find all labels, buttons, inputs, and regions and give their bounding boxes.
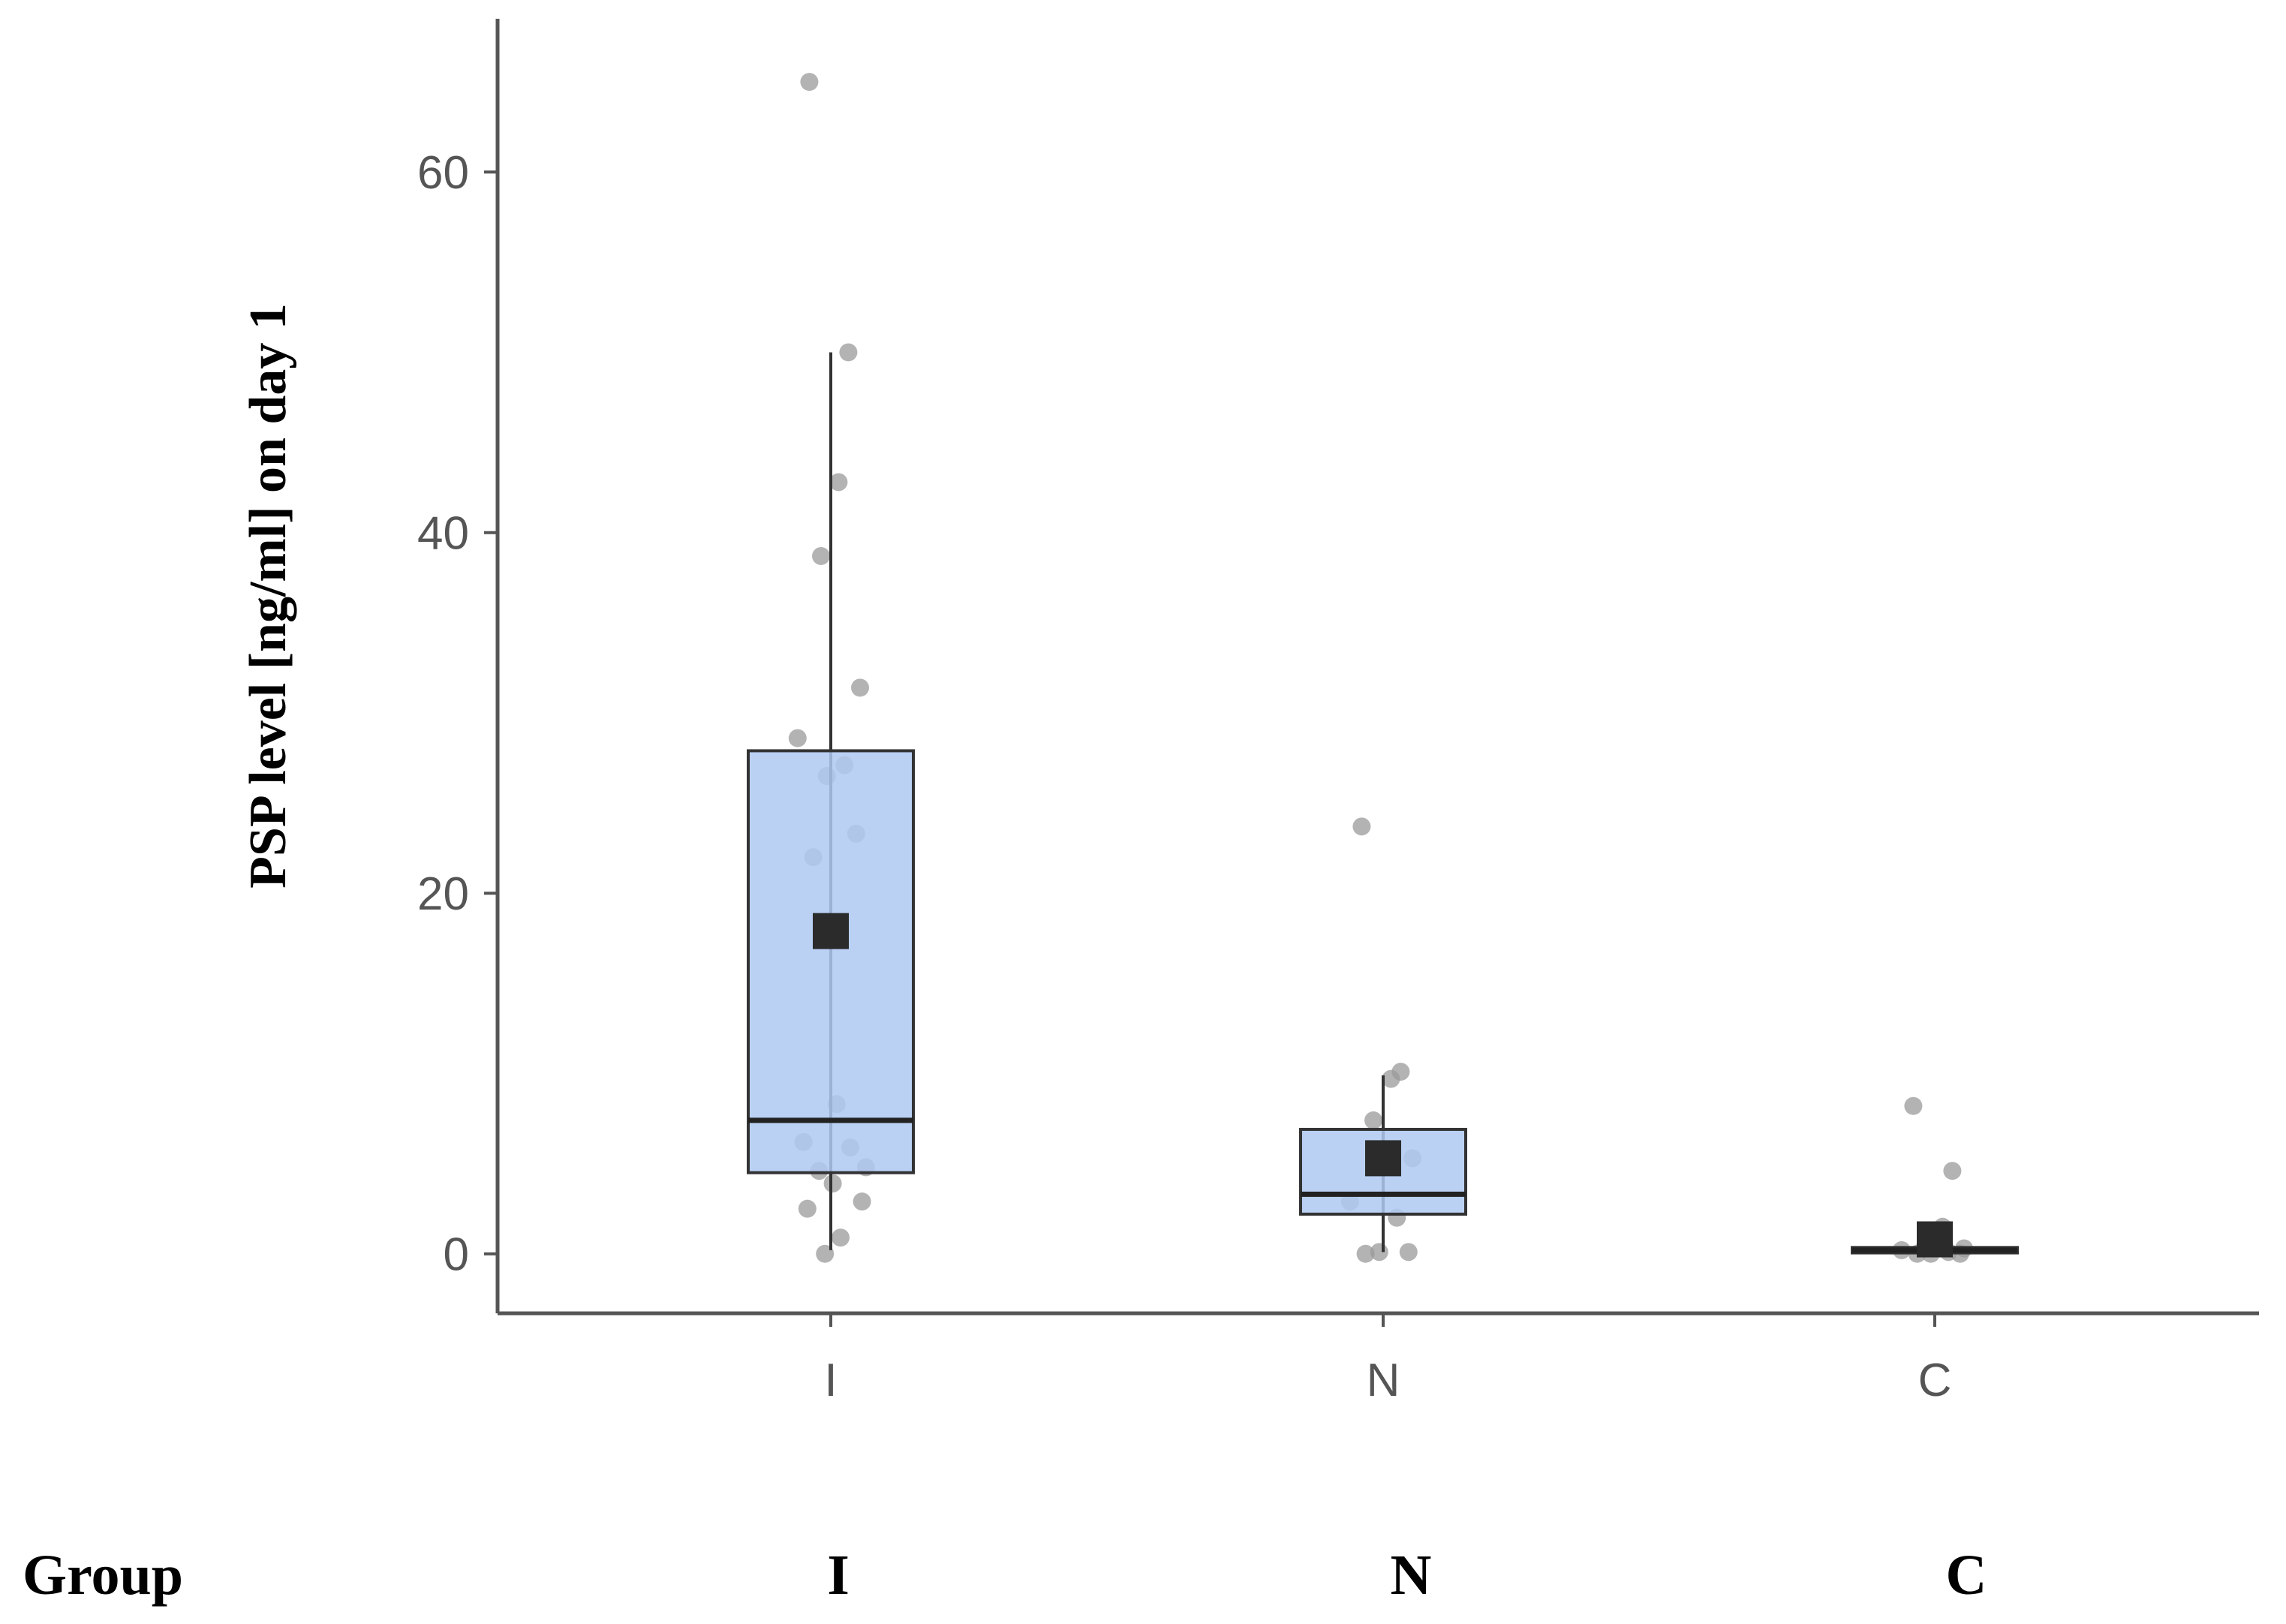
y-tick-label: 40 [417, 508, 469, 560]
jitter-points-layer [788, 73, 1973, 1263]
group-row-label: Group [23, 1544, 183, 1607]
x-tick-label-n: N [1367, 1355, 1400, 1406]
y-tick-label: 60 [417, 147, 469, 199]
box-i [747, 749, 915, 1174]
mean-marker-n [1365, 1140, 1401, 1177]
mean-marker-i [813, 913, 849, 949]
mean-marker-c [1917, 1221, 1953, 1258]
data-point-c [1943, 1162, 1962, 1180]
data-point-n [1364, 1111, 1382, 1129]
x-tick-label-i: I [824, 1355, 837, 1406]
y-axis-label: PSP level [ng/ml] on day 1 [239, 303, 297, 889]
data-point-i [798, 1199, 817, 1218]
data-point-c [1904, 1096, 1923, 1115]
data-point-n [1352, 817, 1371, 836]
data-point-i [851, 678, 869, 697]
data-point-i [839, 343, 858, 362]
data-point-n [1356, 1244, 1375, 1263]
data-point-i [853, 1192, 871, 1211]
group-value-n: N [1391, 1544, 1432, 1607]
data-point-i [800, 73, 819, 92]
mean-markers-layer [813, 913, 1953, 1258]
x-tick-label-c: C [1918, 1355, 1952, 1406]
data-point-i [829, 473, 848, 492]
boxes-layer [747, 352, 2019, 1255]
data-point-n [1382, 1069, 1400, 1088]
y-ticks-layer: 0 20 40 60 [417, 147, 498, 1281]
group-value-c: C [1946, 1544, 1987, 1607]
group-value-i: I [827, 1544, 850, 1607]
data-point-i [788, 729, 807, 747]
data-point-i [812, 546, 830, 565]
data-point-n [1399, 1243, 1418, 1262]
data-point-i [823, 1174, 842, 1193]
y-tick-label: 0 [444, 1229, 469, 1281]
y-tick-label: 20 [417, 868, 469, 920]
data-point-i [832, 1229, 850, 1247]
